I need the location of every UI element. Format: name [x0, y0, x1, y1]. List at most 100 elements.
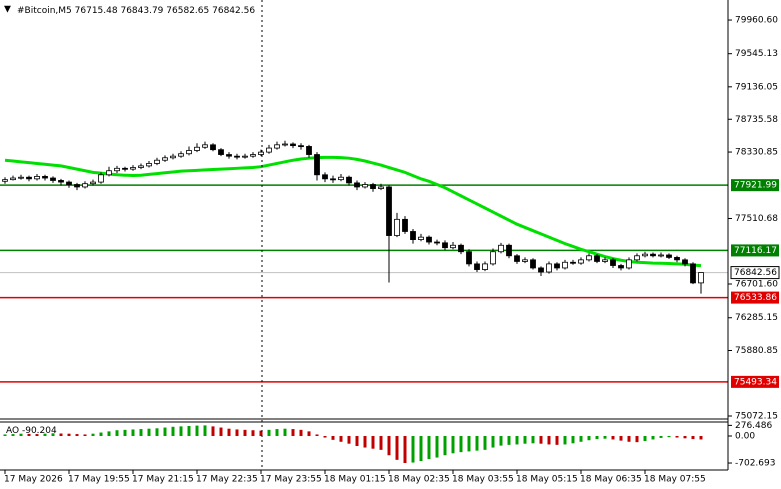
- candle-body: [482, 263, 488, 270]
- candle-body: [210, 144, 216, 151]
- osc-bar: [627, 436, 631, 442]
- menu-arrow[interactable]: ▼: [4, 5, 11, 15]
- osc-bar: [227, 428, 231, 436]
- candle-body: [546, 263, 552, 273]
- level-label: 77116.17: [734, 246, 777, 256]
- osc-bar: [635, 436, 639, 443]
- level-label: 76533.86: [734, 293, 777, 303]
- osc-bar: [275, 429, 279, 436]
- osc-bar: [147, 428, 151, 436]
- osc-bar: [219, 427, 223, 436]
- osc-bar: [699, 436, 703, 440]
- candle-body: [354, 182, 360, 188]
- osc-bar: [435, 436, 439, 458]
- osc-bar: [531, 436, 535, 444]
- candle-body: [634, 255, 640, 261]
- candle-body: [50, 177, 56, 181]
- candle-body: [250, 154, 256, 157]
- candle-body: [282, 143, 288, 146]
- level-label-box: [731, 375, 779, 388]
- candle-body: [242, 155, 248, 158]
- candle-body: [66, 181, 72, 185]
- osc-bar: [547, 436, 551, 445]
- osc-bar: [75, 434, 79, 436]
- osc-bar: [443, 436, 447, 456]
- candle-body: [338, 176, 344, 181]
- osc-bar: [507, 436, 511, 445]
- candle-body: [58, 180, 64, 183]
- osc-bar: [459, 436, 463, 453]
- osc-bar: [651, 436, 655, 440]
- osc-bar: [579, 436, 583, 442]
- osc-bar: [691, 436, 695, 440]
- osc-bar: [675, 436, 679, 438]
- candle-body: [530, 259, 536, 269]
- osc-bar: [91, 433, 95, 436]
- candle-body: [2, 179, 8, 182]
- osc-bar: [211, 426, 215, 436]
- candle-body: [74, 184, 80, 188]
- osc-bar: [11, 434, 15, 436]
- current-price-label: 76842.56: [734, 268, 777, 278]
- osc-bar: [115, 430, 119, 436]
- osc-bar: [123, 429, 127, 436]
- candle-body: [666, 254, 672, 258]
- osc-bar: [195, 425, 199, 436]
- osc-bar: [83, 434, 87, 436]
- candle-body: [610, 259, 616, 266]
- osc-bar: [683, 436, 687, 439]
- candle-body: [258, 151, 264, 155]
- low: 76582.65: [166, 6, 209, 16]
- level-label-box: [731, 291, 779, 304]
- osc-bar: [99, 432, 103, 436]
- osc-bar: [427, 436, 431, 460]
- y-tick-label: 75880.85: [735, 346, 778, 356]
- osc-bar: [595, 436, 599, 440]
- osc-bar: [619, 436, 623, 441]
- open: 76715.48: [75, 6, 118, 16]
- close: 76842.56: [212, 6, 255, 16]
- x-tick-label: 18 May 01:15: [324, 475, 386, 485]
- x-tick-label: 18 May 06:35: [580, 475, 642, 485]
- candle-body: [522, 259, 528, 262]
- candle-body: [18, 176, 24, 179]
- candle-body: [10, 177, 16, 181]
- candle-body: [682, 259, 688, 265]
- x-tick-label: 18 May 07:55: [644, 475, 706, 485]
- candle-body: [442, 242, 448, 249]
- candle-body: [138, 165, 144, 168]
- osc-bar: [499, 436, 503, 446]
- osc-bar: [251, 430, 255, 436]
- osc-bar: [603, 436, 607, 439]
- candle-body: [538, 267, 544, 273]
- osc-bar: [155, 428, 159, 436]
- candle-body: [370, 184, 376, 189]
- osc-bar: [259, 430, 263, 436]
- candle-body: [458, 244, 464, 253]
- osc-y-tick-label: 276.486: [735, 421, 772, 431]
- candle-body: [586, 255, 592, 261]
- x-tick-label: 17 May 21:15: [132, 475, 194, 485]
- candle-body: [402, 218, 408, 232]
- y-tick-label: 76285.15: [735, 313, 778, 323]
- osc-bar: [347, 436, 351, 444]
- osc-bar: [539, 436, 543, 444]
- candle-body: [602, 259, 608, 262]
- osc-bar: [475, 436, 479, 451]
- candle-body: [642, 253, 648, 257]
- candle-body: [418, 236, 424, 240]
- osc-bar: [171, 426, 175, 436]
- candle-body: [170, 155, 176, 159]
- candle-body: [162, 157, 168, 161]
- candle-body: [362, 184, 368, 188]
- osc-bar: [163, 427, 167, 436]
- x-tick-label: 18 May 02:35: [388, 475, 450, 485]
- osc-bar: [379, 436, 383, 450]
- x-tick-label: 17 May 23:55: [260, 475, 322, 485]
- candle-body: [426, 236, 432, 243]
- osc-bar: [451, 436, 455, 454]
- candle-body: [514, 255, 520, 262]
- x-tick-label: 17 May 19:55: [68, 475, 130, 485]
- x-tick-label: 17 May 22:35: [196, 475, 258, 485]
